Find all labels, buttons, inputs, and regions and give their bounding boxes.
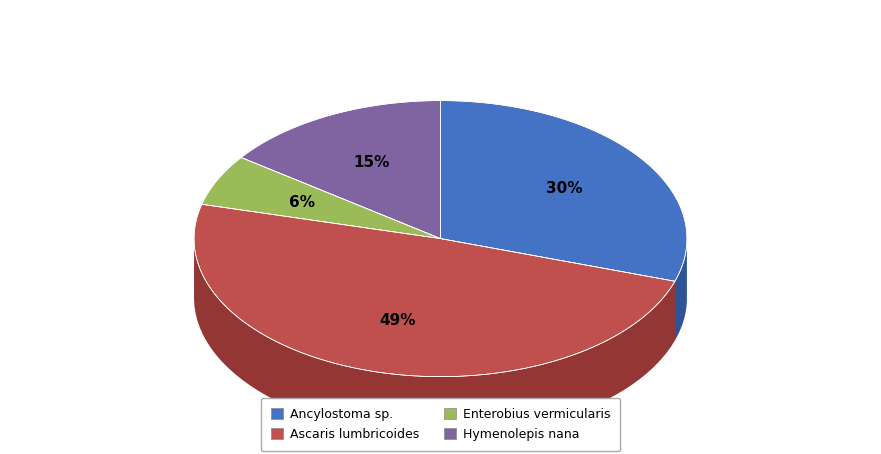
Polygon shape [440, 239, 675, 340]
Polygon shape [440, 239, 675, 340]
Text: 49%: 49% [380, 313, 416, 328]
Text: 30%: 30% [546, 181, 582, 196]
Polygon shape [675, 242, 687, 340]
Polygon shape [241, 101, 440, 239]
Polygon shape [194, 204, 675, 377]
Polygon shape [440, 101, 687, 281]
Polygon shape [194, 240, 675, 436]
Text: 6%: 6% [289, 195, 315, 210]
Polygon shape [202, 158, 440, 239]
Legend: Ancylostoma sp., Ascaris lumbricoides, Enterobius vermicularis, Hymenolepis nana: Ancylostoma sp., Ascaris lumbricoides, E… [261, 398, 620, 451]
Text: 15%: 15% [353, 155, 389, 170]
